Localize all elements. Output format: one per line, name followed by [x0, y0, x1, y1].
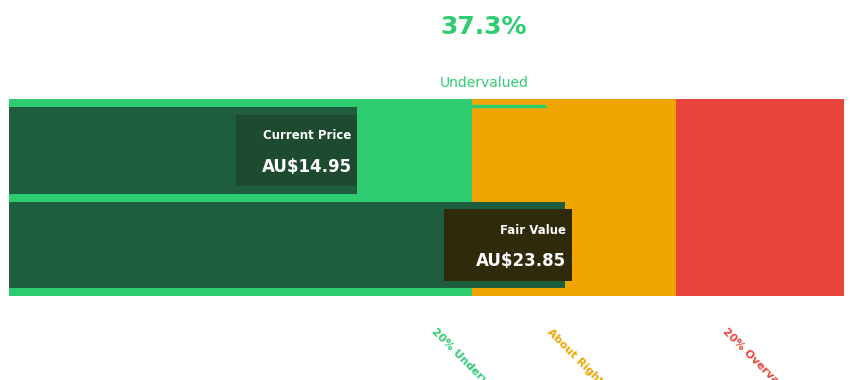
Bar [443, 209, 572, 280]
Text: Undervalued: Undervalued [439, 76, 528, 90]
Bar [676, 99, 843, 296]
Bar [9, 107, 357, 194]
Text: 20% Overvalued: 20% Overvalued [720, 327, 799, 380]
Bar [9, 99, 472, 296]
Text: AU$14.95: AU$14.95 [262, 158, 351, 176]
Text: Current Price: Current Price [263, 130, 351, 142]
Bar [9, 201, 565, 288]
Text: Fair Value: Fair Value [500, 224, 566, 237]
Bar [472, 99, 676, 296]
Bar [236, 115, 357, 186]
Text: AU$23.85: AU$23.85 [475, 252, 566, 271]
Text: 37.3%: 37.3% [440, 15, 527, 39]
Text: About Right: About Right [544, 327, 603, 380]
Text: 20% Undervalued: 20% Undervalued [429, 327, 514, 380]
